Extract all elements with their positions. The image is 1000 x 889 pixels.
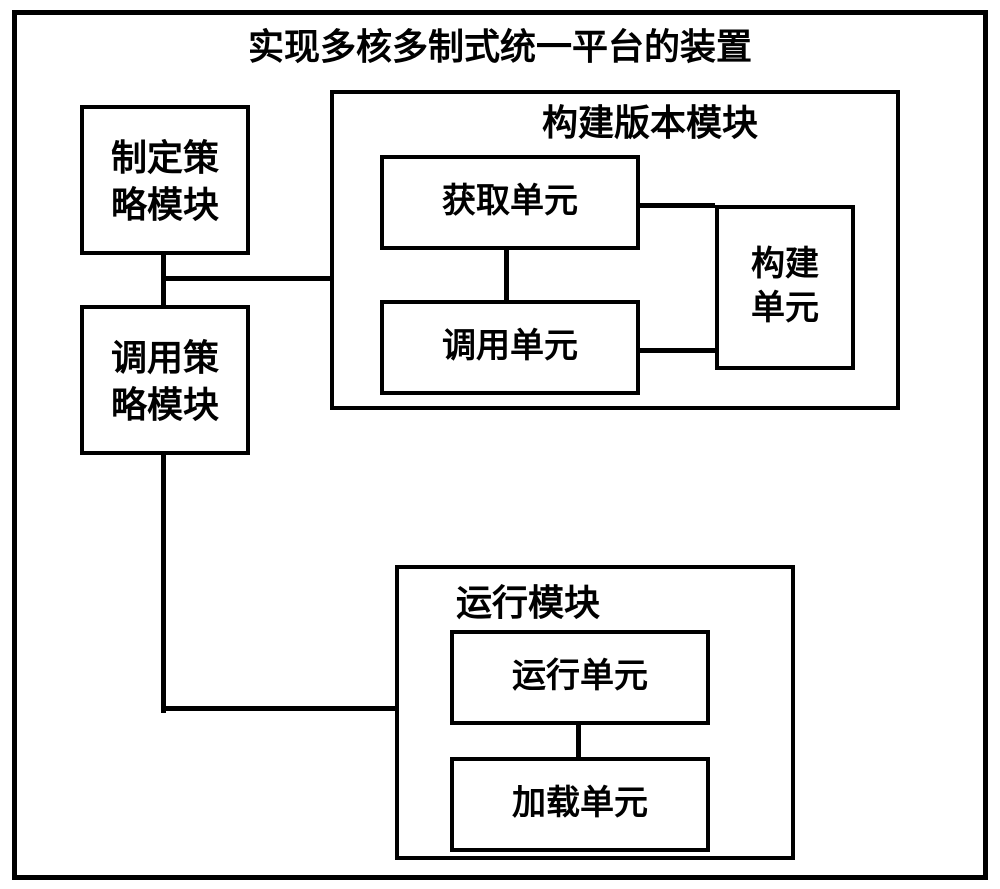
run-unit-label: 运行单元 — [450, 655, 710, 699]
connector — [161, 455, 166, 713]
connector — [163, 706, 395, 711]
connector — [163, 276, 330, 281]
load-unit-label: 加载单元 — [450, 782, 710, 826]
call-unit-label: 调用单元 — [380, 325, 640, 369]
strategy-define-label: 制定策 略模块 — [80, 135, 250, 255]
diagram-title: 实现多核多制式统一平台的装置 — [200, 24, 800, 66]
acquire-unit-label: 获取单元 — [380, 180, 640, 224]
build-unit-label: 构建 单元 — [715, 243, 855, 331]
build-version-label: 构建版本模块 — [510, 100, 790, 142]
run-module-label: 运行模块 — [428, 580, 628, 622]
strategy-call-label: 调用策 略模块 — [80, 335, 250, 455]
